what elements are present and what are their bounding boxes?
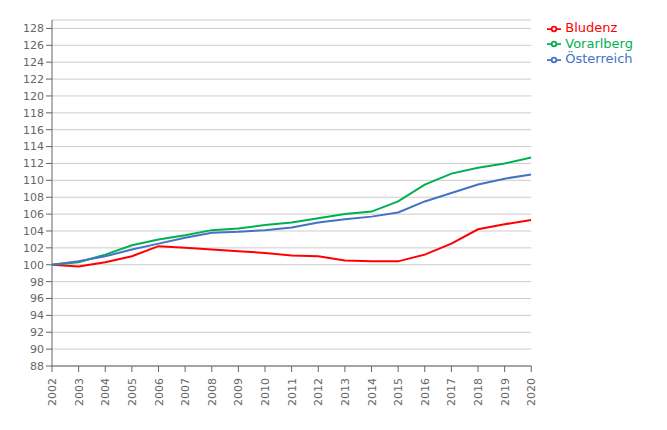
- svg-text:2015: 2015: [392, 378, 405, 406]
- svg-text:2016: 2016: [419, 378, 432, 406]
- svg-text:104: 104: [23, 225, 44, 238]
- svg-text:100: 100: [23, 259, 44, 272]
- svg-text:88: 88: [30, 360, 44, 373]
- svg-text:2010: 2010: [259, 378, 272, 406]
- svg-text:110: 110: [23, 174, 44, 187]
- svg-text:90: 90: [30, 343, 44, 356]
- svg-text:2020: 2020: [525, 378, 538, 406]
- svg-text:126: 126: [23, 39, 44, 52]
- svg-text:2017: 2017: [445, 378, 458, 406]
- svg-text:2019: 2019: [499, 378, 512, 406]
- svg-text:102: 102: [23, 242, 44, 255]
- svg-text:94: 94: [30, 309, 44, 322]
- svg-text:114: 114: [23, 140, 44, 153]
- svg-text:2007: 2007: [179, 378, 192, 406]
- svg-text:2012: 2012: [312, 378, 325, 406]
- svg-text:112: 112: [23, 157, 44, 170]
- svg-text:118: 118: [23, 107, 44, 120]
- html-text:Österreich: Österreich: [565, 51, 633, 66]
- svg-text:92: 92: [30, 326, 44, 339]
- svg-text:2006: 2006: [153, 378, 166, 406]
- svg-text:2018: 2018: [472, 378, 485, 406]
- svg-text:2008: 2008: [206, 378, 219, 406]
- svg-text:122: 122: [23, 73, 44, 86]
- svg-text:116: 116: [23, 124, 44, 137]
- svg-text:120: 120: [23, 90, 44, 103]
- svg-text:2002: 2002: [46, 378, 59, 406]
- svg-text:2004: 2004: [99, 378, 112, 406]
- svg-text:124: 124: [23, 56, 44, 69]
- svg-text:2009: 2009: [232, 378, 245, 406]
- svg-text:108: 108: [23, 191, 44, 204]
- svg-text:106: 106: [23, 208, 44, 221]
- html-text:Vorarlberg: Vorarlberg: [565, 35, 633, 51]
- svg-text:2014: 2014: [366, 378, 379, 406]
- svg-text:2003: 2003: [73, 378, 86, 406]
- html-text:Bludenz: Bludenz: [565, 20, 618, 35]
- svg-text:2013: 2013: [339, 378, 352, 406]
- svg-text:2005: 2005: [126, 378, 139, 406]
- svg-text:96: 96: [30, 292, 44, 305]
- svg-text:2011: 2011: [286, 378, 299, 406]
- svg-text:98: 98: [30, 276, 44, 289]
- svg-text:128: 128: [23, 22, 44, 35]
